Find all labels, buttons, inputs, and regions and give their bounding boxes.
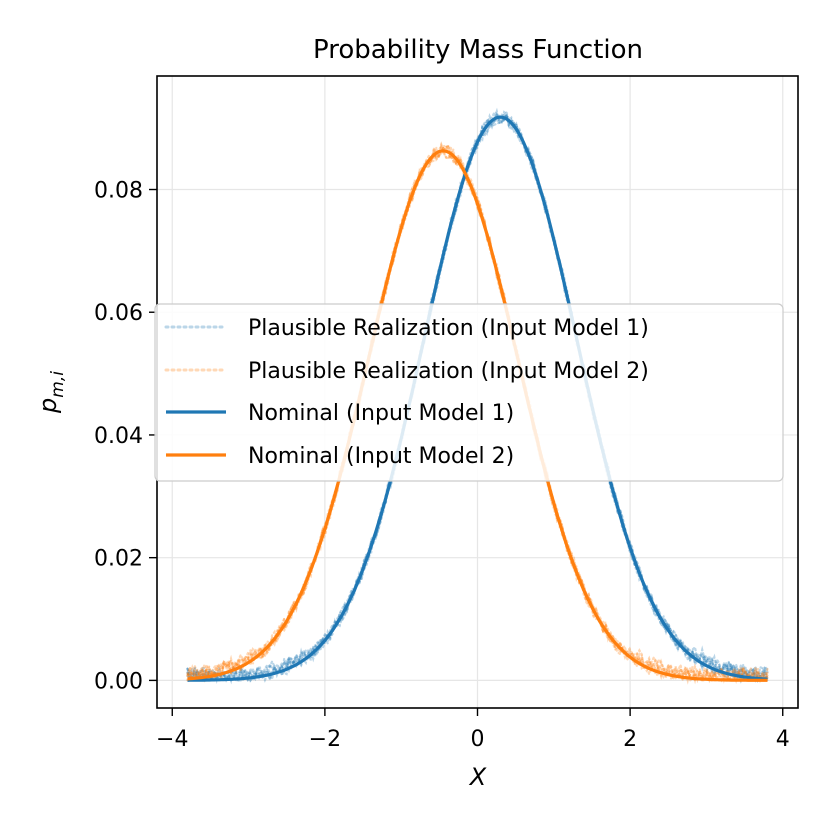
x-tick-label: −2 xyxy=(309,727,341,752)
nominal-line-model-2 xyxy=(187,149,768,682)
y-axis-label: pm,i xyxy=(34,371,68,414)
y-axis-label-main: p xyxy=(34,398,62,414)
y-tick-label: 0.06 xyxy=(94,301,143,326)
legend-box xyxy=(154,303,784,482)
y-tick-label: 0.08 xyxy=(94,179,143,204)
nominal-series-group xyxy=(187,115,768,682)
y-tick-label: 0.00 xyxy=(94,669,143,694)
x-tick-label: 2 xyxy=(623,727,637,752)
x-tick-label: −4 xyxy=(156,727,188,752)
legend-label-realization-1: Plausible Realization (Input Model 1) xyxy=(248,316,649,341)
y-axis-ticks: 0.00 0.02 0.04 0.06 0.08 xyxy=(94,179,157,694)
legend-label-nominal-1: Nominal (Input Model 1) xyxy=(248,401,514,426)
realization-line-model-2 xyxy=(186,144,769,684)
x-axis-ticks: −4 −2 0 2 4 xyxy=(156,708,790,752)
chart-title: Probability Mass Function xyxy=(313,35,643,65)
y-tick-label: 0.02 xyxy=(94,547,143,572)
nominal-line-model-1 xyxy=(187,115,768,682)
x-tick-label: 4 xyxy=(776,727,790,752)
y-axis-label-subscript: m,i xyxy=(48,371,68,398)
legend: Plausible Realization (Input Model 1) Pl… xyxy=(154,303,784,482)
svg-text:pm,i: pm,i xyxy=(34,371,68,414)
legend-label-realization-2: Plausible Realization (Input Model 2) xyxy=(248,359,649,384)
x-tick-label: 0 xyxy=(471,727,485,752)
y-tick-label: 0.04 xyxy=(94,424,143,449)
realization-line-model-1 xyxy=(186,112,769,684)
legend-label-nominal-2: Nominal (Input Model 2) xyxy=(248,444,514,469)
x-axis-label: X xyxy=(468,763,487,791)
realization-line-model-1 xyxy=(186,108,769,684)
